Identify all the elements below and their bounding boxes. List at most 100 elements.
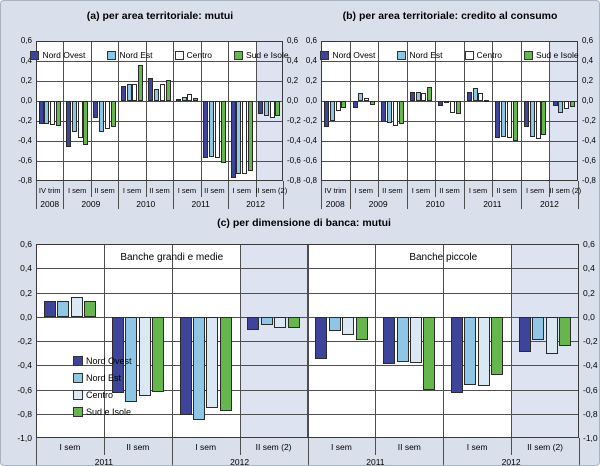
y-tick-label: -0,2 xyxy=(18,116,32,125)
bar-a-centro-g0 xyxy=(50,101,56,125)
y-tick-label: 0,2 xyxy=(583,287,595,298)
bar-a-centro-g5 xyxy=(187,94,193,101)
bar-b-nord-ovest-g5 xyxy=(466,92,472,101)
bar-b-nord-ovest-g1 xyxy=(352,101,358,108)
bar-c-nord-est-g4 xyxy=(328,316,341,332)
y-tick-label: -0,6 xyxy=(17,384,32,395)
h-gridline xyxy=(37,101,282,102)
bar-b-nord-est-g3 xyxy=(415,92,421,101)
v-gridline xyxy=(307,245,309,437)
year-label: 2008 xyxy=(40,199,60,209)
h-gridline xyxy=(322,141,577,142)
period-label: IV trim xyxy=(38,186,61,195)
v-gridline xyxy=(492,42,494,180)
bar-c-sud-e-isole-g6 xyxy=(491,316,504,375)
period-label: II sem xyxy=(397,442,421,452)
y-tick-label: -0,4 xyxy=(303,136,317,145)
axis-band-separator xyxy=(349,181,351,209)
panel-b-legend: Nord Ovest Nord Est Centro Sud e Isole xyxy=(320,50,579,60)
bar-b-nord-est-g2 xyxy=(386,101,392,123)
year-label: 2011 xyxy=(366,457,385,466)
year-label: 2012 xyxy=(501,457,521,466)
period-label: I sem xyxy=(468,186,488,195)
bar-a-centro-g6 xyxy=(214,101,220,158)
y-tick-label: 0,2 xyxy=(20,76,32,85)
y-tick-label: 0,4 xyxy=(305,56,317,65)
bar-a-sud-e-isole-g1 xyxy=(83,101,89,145)
period-label: I sem xyxy=(525,186,545,195)
bar-b-centro-g4 xyxy=(449,101,455,113)
bar-b-nord-ovest-g4 xyxy=(438,101,444,106)
legend-item: Nord Est xyxy=(107,50,153,60)
axis-band-separator xyxy=(36,438,37,465)
h-gridline xyxy=(322,81,577,82)
panel-b-title: (b) per area territoriale: credito al co… xyxy=(342,10,558,22)
bar-b-centro-g7 xyxy=(535,101,541,139)
bar-b-nord-ovest-g8 xyxy=(552,101,558,106)
bar-c-nord-est-g6 xyxy=(464,316,477,385)
legend-item: Centro xyxy=(174,50,212,60)
y-tick-label: -0,4 xyxy=(18,136,32,145)
period-label: II sem xyxy=(149,186,170,195)
axis-band-separator xyxy=(228,181,230,209)
axis-band-separator xyxy=(63,181,65,209)
y-tick-label: 0,0 xyxy=(305,96,317,105)
y-tick-label: 0,4 xyxy=(583,263,595,274)
bar-c-nord-ovest-g7 xyxy=(518,316,531,352)
bar-c-centro-g2 xyxy=(206,316,219,408)
bar-a-nord-est-g5 xyxy=(181,97,187,101)
period-label: II sem (2) xyxy=(527,442,564,452)
bar-a-nord-est-g0 xyxy=(44,101,50,124)
legend-label: Nord Ovest xyxy=(42,50,86,60)
bar-b-sud-e-isole-g1 xyxy=(370,101,376,105)
axis-band-separator xyxy=(283,181,284,209)
legend-item: Nord Ovest xyxy=(30,50,85,60)
axis-band-separator xyxy=(549,181,551,197)
bar-a-sud-e-isole-g7 xyxy=(248,101,254,171)
bar-b-nord-ovest-g3 xyxy=(409,92,415,101)
y-tick-label: -0,2 xyxy=(303,116,317,125)
h-gridline xyxy=(37,161,282,162)
axis-band-separator xyxy=(145,181,147,197)
bar-c-centro-g7 xyxy=(545,316,558,355)
period-label: I sem xyxy=(177,186,197,195)
legend-swatch-nord-ovest xyxy=(73,356,83,366)
panel-b-highlight-column xyxy=(550,42,577,180)
v-gridline xyxy=(375,245,377,437)
bar-a-sud-e-isole-g4 xyxy=(165,80,171,101)
h-gridline xyxy=(322,61,577,62)
legend-label: Nord Ovest xyxy=(86,356,132,366)
v-gridline xyxy=(435,42,437,180)
bar-a-nord-ovest-g2 xyxy=(93,101,99,118)
bar-c-nord-est-g2 xyxy=(192,316,205,420)
y-tick-label: -0,4 xyxy=(17,360,32,371)
v-gridline xyxy=(511,245,513,437)
y-tick-label: -0,8 xyxy=(583,408,598,419)
axis-band-separator xyxy=(321,181,322,209)
period-label: I sem xyxy=(67,186,87,195)
y-tick-label: 0,0 xyxy=(582,96,594,105)
y-tick-label: -0,2 xyxy=(17,336,32,346)
y-tick-label: 0,4 xyxy=(582,56,594,65)
bar-b-sud-e-isole-g3 xyxy=(427,87,433,101)
bar-c-sud-e-isole-g5 xyxy=(423,316,436,390)
y-tick-label: -0,6 xyxy=(582,156,596,165)
period-label: II sem xyxy=(382,186,403,195)
axis-band-separator xyxy=(239,438,241,455)
bar-c-centro-g4 xyxy=(342,316,355,335)
legend-item: Centro xyxy=(73,390,132,400)
bar-a-nord-est-g1 xyxy=(71,101,77,132)
year-label: 2008 xyxy=(325,199,345,209)
y-tick-label: 0,2 xyxy=(582,76,594,85)
v-gridline xyxy=(378,42,380,180)
legend-swatch-nord-est xyxy=(73,373,83,383)
year-label: 2012 xyxy=(539,199,559,209)
bar-b-nord-est-g4 xyxy=(444,101,450,103)
period-label: I sem xyxy=(331,442,352,452)
bar-b-centro-g1 xyxy=(364,98,370,101)
bar-b-nord-ovest-g2 xyxy=(381,101,387,122)
year-label: 2011 xyxy=(191,199,210,209)
y-tick-label: -0,4 xyxy=(583,360,598,371)
legend-swatch-sud-e-isole xyxy=(234,50,244,60)
y-tick-label: 0,4 xyxy=(20,56,32,65)
